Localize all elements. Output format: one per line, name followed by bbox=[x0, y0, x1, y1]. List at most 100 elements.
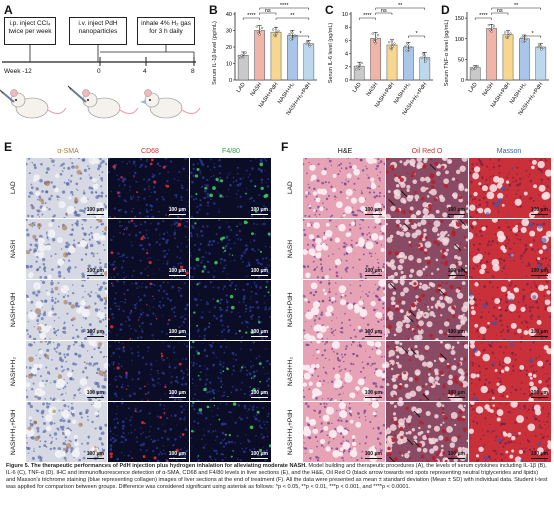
mouse-3-icon bbox=[140, 89, 201, 119]
row-label-0: LAD bbox=[10, 181, 17, 195]
row-label-2: NASH+PdH bbox=[10, 292, 17, 328]
data-point bbox=[521, 40, 524, 43]
panel-f-col-masson: Masson bbox=[496, 148, 522, 155]
chart-b-label: B bbox=[209, 3, 218, 17]
sig-bracket bbox=[474, 17, 492, 20]
micrograph-tile: 100 μm bbox=[26, 341, 107, 401]
data-point bbox=[388, 41, 391, 44]
data-point bbox=[310, 43, 313, 46]
data-point bbox=[305, 39, 309, 43]
bar bbox=[270, 31, 282, 81]
data-point bbox=[426, 57, 429, 61]
micrograph-tile: 100 μm bbox=[303, 219, 385, 279]
row-label-2: NASH+PdH bbox=[287, 292, 294, 328]
sig-label: **** bbox=[363, 13, 372, 19]
micrograph-tile: 100 μm bbox=[303, 158, 385, 218]
data-point bbox=[291, 31, 294, 34]
sig-label: ** bbox=[398, 3, 403, 9]
x-tick-label: NASH bbox=[250, 82, 264, 98]
row-label-4: NASH+H₂+PdH bbox=[10, 409, 17, 455]
data-point bbox=[360, 61, 363, 65]
micrograph-tile: 100 μm bbox=[190, 219, 271, 279]
y-tick-label: 0 bbox=[345, 78, 348, 84]
row-label-4: NASH+H₂+PdH bbox=[287, 409, 294, 455]
data-point bbox=[244, 51, 247, 54]
panel-f-col-oilred: Oil Red O bbox=[411, 148, 443, 155]
micrograph-tile: 100 μm bbox=[386, 402, 468, 462]
sig-bracket bbox=[259, 7, 310, 10]
sig-label: ns bbox=[265, 8, 271, 14]
data-point bbox=[274, 27, 278, 30]
caption-title: Figure 5. The therapeutic performances o… bbox=[6, 463, 307, 469]
data-point bbox=[472, 66, 475, 69]
data-point bbox=[371, 32, 374, 35]
sig-bracket bbox=[292, 35, 310, 38]
sig-label: * bbox=[416, 31, 419, 37]
data-point bbox=[405, 49, 408, 52]
data-point bbox=[275, 32, 278, 35]
scale-bar: 100 μm bbox=[250, 268, 268, 276]
timeline-label-4: 4 bbox=[143, 68, 147, 75]
bar bbox=[237, 55, 249, 81]
sig-bracket bbox=[491, 7, 542, 10]
y-tick-label: 4 bbox=[345, 52, 348, 58]
y-tick-label: 30 bbox=[226, 29, 232, 35]
chart-panels: B Serum IL-1β level (pg/mL) 0 10 20 30 40 LAD… bbox=[205, 0, 554, 130]
y-tick-label: 150 bbox=[455, 16, 464, 22]
bar bbox=[502, 34, 514, 81]
data-point bbox=[260, 26, 264, 29]
mouse-1-icon bbox=[0, 89, 67, 119]
data-point bbox=[256, 30, 259, 33]
data-point bbox=[520, 36, 523, 39]
scale-bar: 100 μm bbox=[86, 329, 104, 337]
scale-bar: 100 μm bbox=[250, 390, 268, 398]
data-point bbox=[474, 67, 477, 70]
bar bbox=[287, 35, 298, 81]
data-point bbox=[289, 38, 292, 41]
data-point bbox=[488, 28, 491, 31]
panel-e-col-cd68: CD68 bbox=[141, 148, 159, 155]
data-point bbox=[358, 67, 361, 70]
data-point bbox=[491, 27, 494, 30]
panel-e-label: E bbox=[4, 140, 13, 154]
scale-bar: 100 μm bbox=[86, 390, 104, 398]
data-point bbox=[308, 45, 311, 48]
micrograph-tile: 100 μm bbox=[108, 341, 189, 401]
data-point bbox=[391, 45, 394, 48]
data-point bbox=[240, 54, 243, 57]
data-point bbox=[376, 34, 380, 37]
panel-f-col-he: H&E bbox=[337, 148, 353, 155]
caption-body: Model building and therapeutic procedure… bbox=[6, 463, 548, 491]
data-point bbox=[504, 31, 507, 34]
micrograph-tile: 100 μm bbox=[386, 341, 468, 401]
scale-bar: 100 μm bbox=[447, 329, 465, 337]
micrograph-tile: 100 μm bbox=[386, 158, 468, 218]
data-point bbox=[356, 65, 359, 68]
bar bbox=[535, 46, 547, 81]
scale-bar: 100 μm bbox=[168, 390, 186, 398]
x-tick-label: NASH bbox=[366, 82, 380, 98]
data-point bbox=[539, 45, 542, 48]
panel-f-grid: LAD 100 μm 100 μm 100 μm NASH 100 μm 100 μm 100… bbox=[277, 158, 554, 462]
scale-bar: 100 μm bbox=[86, 268, 104, 276]
micrograph-tile: 100 μm bbox=[26, 219, 107, 279]
data-point bbox=[273, 33, 276, 36]
scale-bar: 100 μm bbox=[168, 207, 186, 215]
micrograph-tile: 100 μm bbox=[26, 280, 107, 340]
data-point bbox=[390, 39, 394, 42]
data-point bbox=[542, 46, 545, 49]
panel-e-grid: LAD 100 μm 100 μm 100 μm NASH 100 μm 100 μm 100… bbox=[0, 158, 272, 462]
ccl4-box: i.p. inject CCl₄ twice per week bbox=[4, 17, 56, 45]
data-point bbox=[307, 41, 310, 44]
data-point bbox=[255, 25, 258, 28]
h2-box: inhale 4% H₂ gas for 3 h daily bbox=[137, 17, 195, 45]
micrograph-tile: 100 μm bbox=[108, 402, 189, 462]
sig-bracket bbox=[375, 7, 426, 10]
scale-bar: 100 μm bbox=[250, 329, 268, 337]
row-label-3: NASH+H₂ bbox=[10, 356, 17, 386]
row-label-0: LAD bbox=[287, 181, 294, 195]
data-point bbox=[277, 29, 280, 32]
scale-bar: 100 μm bbox=[364, 268, 382, 276]
data-point bbox=[505, 35, 508, 38]
